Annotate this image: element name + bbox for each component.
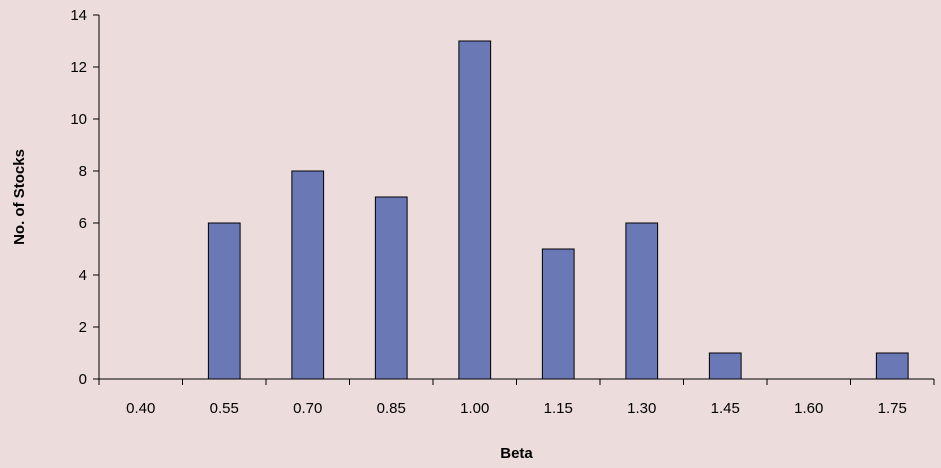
x-tick-label: 1.60 xyxy=(794,400,823,417)
bar-0.70 xyxy=(291,170,325,380)
y-axis-ticks: 0 2 4 6 8 10 12 14 xyxy=(70,7,99,388)
y-axis-title: No. of Stocks xyxy=(11,149,28,245)
y-tick-label: 0 xyxy=(79,371,87,388)
x-tick-label: 1.15 xyxy=(544,400,573,417)
y-tick-label: 12 xyxy=(70,59,87,76)
bars-group xyxy=(207,40,909,380)
bar-1.00 xyxy=(458,40,492,380)
x-tick-label: 0.55 xyxy=(210,400,239,417)
bar-0.55 xyxy=(207,222,241,380)
bar-1.75 xyxy=(875,352,909,380)
y-tick-label: 10 xyxy=(70,111,87,128)
x-axis-title: Beta xyxy=(500,445,533,462)
x-tick-label: 1.75 xyxy=(878,400,907,417)
bar-0.85 xyxy=(374,196,408,380)
x-tick-label: 0.85 xyxy=(377,400,406,417)
x-tick-label: 1.45 xyxy=(711,400,740,417)
x-tick-label: 0.40 xyxy=(126,400,155,417)
bar-1.45 xyxy=(708,352,742,380)
x-tick-label: 1.00 xyxy=(460,400,489,417)
x-axis-ticks: 0.40 0.55 0.70 0.85 1.00 1.15 1.30 1.45 1.60 1.75 xyxy=(98,379,935,417)
y-tick-label: 8 xyxy=(79,163,87,180)
x-tick-label: 1.30 xyxy=(627,400,656,417)
x-tick-label: 0.70 xyxy=(293,400,322,417)
y-tick-label: 4 xyxy=(79,267,87,284)
bar-1.15 xyxy=(541,248,575,380)
y-tick-label: 6 xyxy=(79,215,87,232)
y-tick-label: 14 xyxy=(70,7,87,24)
bar-1.30 xyxy=(625,222,659,380)
y-tick-label: 2 xyxy=(79,319,87,336)
